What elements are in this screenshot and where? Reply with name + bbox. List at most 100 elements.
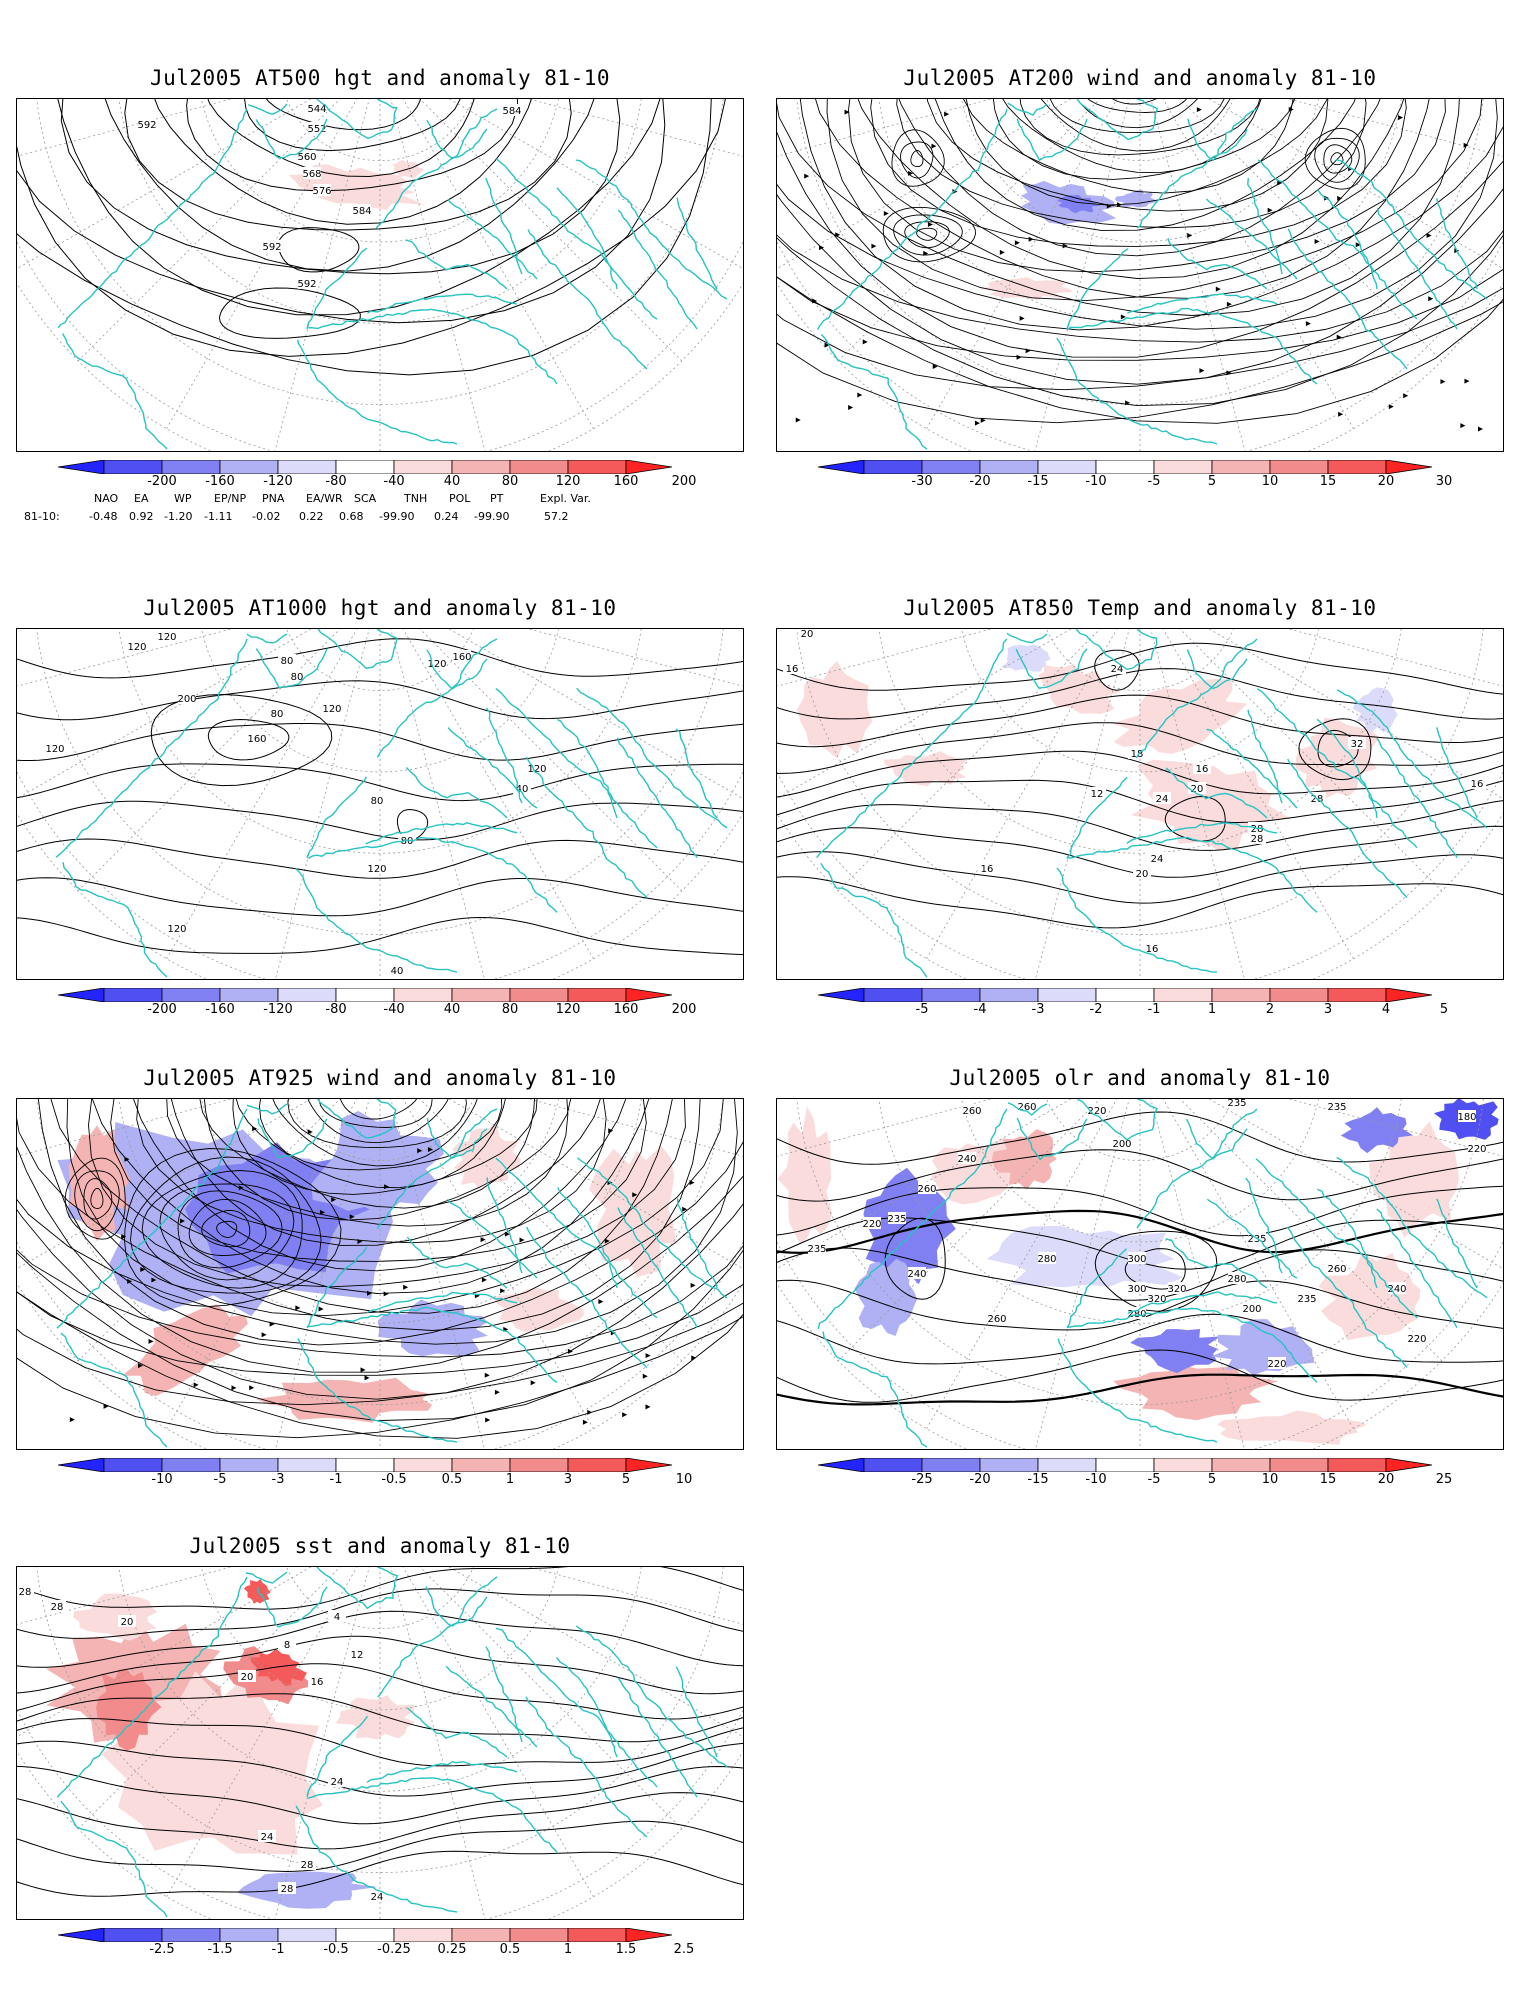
contour-line bbox=[17, 877, 743, 917]
panel-sst: Jul2005 sst and anomaly 81-10 28 28 20 4 8 12… bbox=[0, 1500, 760, 2000]
contour-line bbox=[777, 1185, 1503, 1237]
tele-value: -0.48 bbox=[89, 510, 118, 523]
contour-line bbox=[1094, 649, 1140, 691]
wind-arrow bbox=[1125, 400, 1131, 406]
contour-line bbox=[1164, 795, 1226, 842]
contour-line bbox=[50, 1099, 673, 1314]
tele-value: 0.68 bbox=[339, 510, 364, 523]
contour-label-bg bbox=[958, 1152, 976, 1164]
map-svg: 120 120 80 80 80 120 160 200 120 160 120 80 80 40 120 1… bbox=[17, 629, 743, 979]
colorbar-tick-label: -15 bbox=[1027, 474, 1049, 489]
contour-label-bg bbox=[1018, 1100, 1036, 1112]
contour-line bbox=[218, 287, 361, 339]
contour-label: 12 bbox=[1091, 789, 1104, 800]
contour-label-bg bbox=[808, 1242, 826, 1254]
wind-arrow bbox=[137, 1363, 143, 1369]
contour-line bbox=[1330, 152, 1344, 166]
contour-line bbox=[17, 1718, 743, 1767]
panel-olr: Jul2005 olr and anomaly 81-10 260 260 220 2… bbox=[760, 1030, 1520, 1500]
wind-arrow bbox=[519, 1237, 525, 1243]
contour-line bbox=[244, 99, 461, 152]
contour-line bbox=[870, 99, 1407, 247]
wind-arrow bbox=[1117, 202, 1123, 208]
wind-arrow bbox=[1019, 315, 1025, 321]
wind-arrow bbox=[1267, 207, 1273, 213]
colorbar-tick-label: -25 bbox=[911, 1472, 933, 1487]
wind-arrow bbox=[1016, 354, 1022, 360]
colorbar-swatch bbox=[1153, 1458, 1213, 1472]
contour-line bbox=[259, 1099, 503, 1171]
contour-label: 16 bbox=[311, 1677, 324, 1688]
contour-line bbox=[318, 1099, 433, 1128]
wind-arrow bbox=[632, 1192, 638, 1198]
tele-header: TNH bbox=[404, 492, 428, 505]
colorbar-swatch bbox=[103, 460, 163, 474]
wind-arrow bbox=[103, 1403, 109, 1409]
colorbar-swatch bbox=[1211, 460, 1271, 474]
wind-arrow bbox=[1062, 243, 1068, 249]
contour-line bbox=[17, 1291, 743, 1439]
colorbar-arrow-right bbox=[625, 460, 673, 474]
colorbar-tick-label: 5 bbox=[1207, 1472, 1217, 1487]
contour-label-bg bbox=[248, 732, 266, 744]
contour-line bbox=[777, 876, 1503, 929]
colorbar-swatch bbox=[451, 460, 511, 474]
coastlines bbox=[816, 629, 1488, 978]
contour-line bbox=[272, 1099, 478, 1167]
contour-label-bg bbox=[1088, 787, 1106, 799]
contour-line bbox=[777, 131, 1503, 358]
colorbar-swatch bbox=[1037, 988, 1097, 1002]
anomaly-shade bbox=[1056, 194, 1101, 214]
wind-arrow bbox=[504, 1231, 510, 1237]
wind-arrow bbox=[944, 111, 950, 117]
map-frame: 260 260 220 235 235 180 220 200 240 235 260 220 235 2… bbox=[776, 1098, 1504, 1450]
contour-label-bg bbox=[263, 240, 281, 252]
contour-line bbox=[777, 851, 1503, 904]
colorbar-swatch bbox=[1153, 988, 1213, 1002]
wind-arrow bbox=[331, 1197, 337, 1203]
contour-line bbox=[1317, 729, 1359, 768]
colorbar-tick-label: -0.5 bbox=[323, 1942, 349, 1957]
colorbar-arrow-left bbox=[58, 1928, 105, 1942]
contour-label: 260 bbox=[1017, 1102, 1036, 1113]
contour-line bbox=[64, 1157, 126, 1240]
contour-label: 280 bbox=[1037, 1254, 1056, 1265]
contours bbox=[17, 638, 743, 956]
wind-arrow bbox=[360, 1367, 366, 1373]
contour-label-bg bbox=[1128, 1282, 1146, 1294]
anomaly-shade bbox=[101, 1670, 323, 1855]
tele-header: POL bbox=[449, 492, 471, 505]
anomaly-shade bbox=[854, 1258, 918, 1336]
anomaly-shade bbox=[96, 1668, 162, 1751]
contour-label-bg bbox=[863, 1217, 881, 1229]
contour-line bbox=[904, 221, 950, 249]
contour-label: 120 bbox=[127, 642, 146, 653]
wind-arrow bbox=[367, 1290, 373, 1296]
contour-line bbox=[896, 99, 1367, 229]
map-frame: 120 120 80 80 80 120 160 200 120 160 120 80 80 40 120 1… bbox=[16, 628, 744, 980]
contour-line bbox=[17, 916, 743, 956]
colorbar-tick-label: 200 bbox=[671, 1002, 697, 1017]
contour-label-bg bbox=[46, 742, 64, 754]
contour-label: 260 bbox=[962, 1106, 981, 1117]
contour-line bbox=[396, 808, 429, 841]
contour-label: 592 bbox=[137, 120, 156, 131]
colorbar-tick-label: -20 bbox=[969, 474, 991, 489]
panel-title: Jul2005 AT850 Temp and anomaly 81-10 bbox=[903, 596, 1377, 620]
contour-line bbox=[339, 1099, 418, 1120]
anomaly-shade bbox=[1001, 644, 1051, 672]
wind-arrow bbox=[127, 1278, 133, 1284]
contour-line bbox=[201, 1209, 251, 1248]
contour-line bbox=[17, 1203, 743, 1400]
contour-line bbox=[1040, 99, 1231, 152]
wind-arrow bbox=[691, 1355, 697, 1361]
contour-line bbox=[186, 99, 519, 192]
contour-line bbox=[848, 99, 1446, 273]
contour-label-bg bbox=[1143, 942, 1161, 954]
wind-arrow bbox=[1460, 423, 1466, 429]
colorbar-tick-label: 4 bbox=[1381, 1002, 1391, 1017]
contour-label-bg bbox=[323, 702, 341, 714]
contour-line bbox=[277, 227, 360, 273]
contour-label-bg bbox=[908, 1267, 926, 1279]
contour-line bbox=[777, 694, 1503, 748]
